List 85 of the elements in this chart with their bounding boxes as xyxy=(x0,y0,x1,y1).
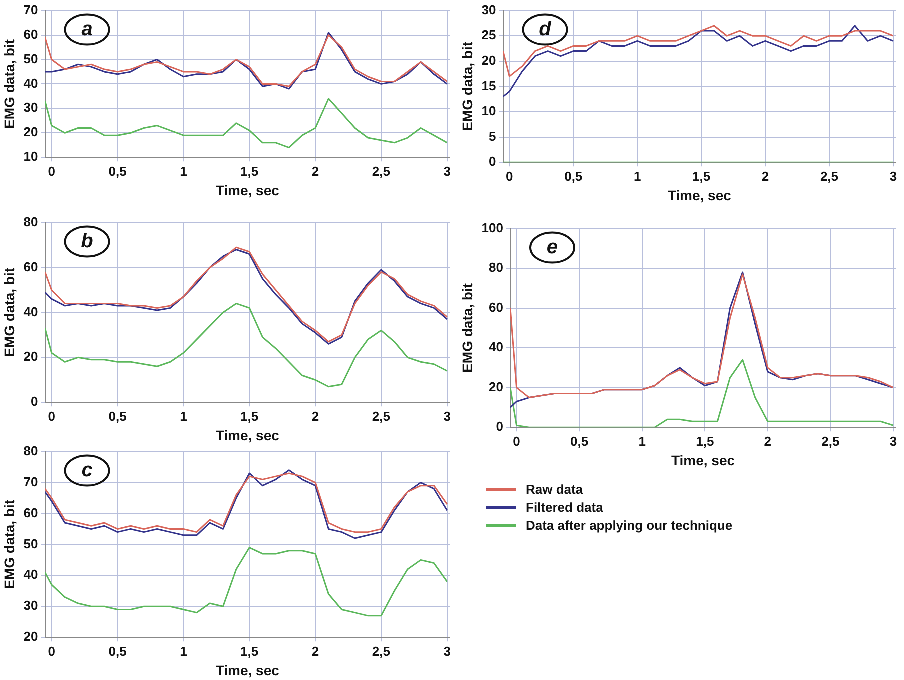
y-axis-title: EMG data, bit xyxy=(459,42,476,132)
x-tick-label: 2 xyxy=(312,644,320,659)
y-tick-label: 40 xyxy=(24,567,38,582)
x-tick-label: 3 xyxy=(890,168,898,184)
x-tick-label: 2 xyxy=(764,434,772,449)
x-tick-label: 0,5 xyxy=(570,434,589,449)
x-tick-label: 2 xyxy=(312,408,320,424)
x-tick-label: 2 xyxy=(762,168,770,184)
x-tick-label: 1 xyxy=(180,164,188,179)
x-axis-title: Time, sec xyxy=(216,182,280,198)
x-tick-label: 0 xyxy=(513,434,520,449)
x-tick-label: 2,5 xyxy=(372,164,390,179)
x-tick-label: 0,5 xyxy=(108,408,127,424)
y-tick-label: 30 xyxy=(24,598,38,614)
y-tick-label: 0 xyxy=(31,394,38,410)
y-tick-label: 20 xyxy=(24,349,38,364)
x-tick-label: 3 xyxy=(444,408,451,424)
x-tick-label: 2,5 xyxy=(820,168,839,184)
y-axis-title: EMG data, bit xyxy=(1,39,18,129)
x-tick-label: 2,5 xyxy=(372,644,390,659)
x-tick-label: 0,5 xyxy=(108,644,127,659)
x-tick-label: 3 xyxy=(444,164,451,179)
y-tick-label: 0 xyxy=(496,419,504,434)
y-tick-label: 60 xyxy=(24,505,38,520)
y-tick-label: 40 xyxy=(24,304,38,320)
y-tick-label: 40 xyxy=(489,340,504,355)
annotation: a xyxy=(82,18,93,40)
x-tick-label: 1 xyxy=(180,644,188,659)
x-axis-title: Time, sec xyxy=(216,662,280,678)
x-tick-label: 1 xyxy=(634,168,642,184)
y-tick-label: 40 xyxy=(24,76,38,91)
x-axis-title: Time, sec xyxy=(671,452,736,468)
x-tick-label: 2 xyxy=(312,164,320,179)
x-tick-label: 0 xyxy=(48,408,56,424)
legend-label: Data after applying our technique xyxy=(526,518,733,532)
y-tick-label: 30 xyxy=(24,100,38,116)
y-tick-label: 80 xyxy=(24,443,38,458)
x-tick-label: 2,5 xyxy=(372,408,390,424)
y-tick-label: 80 xyxy=(24,214,38,230)
y-tick-label: 60 xyxy=(24,26,38,42)
x-tick-label: 0,5 xyxy=(108,164,127,179)
y-tick-label: 20 xyxy=(24,124,38,140)
annotation: c xyxy=(82,459,93,482)
x-tick-label: 1,5 xyxy=(240,164,259,179)
x-tick-label: 3 xyxy=(890,434,898,449)
y-tick-label: 5 xyxy=(489,128,496,144)
x-tick-label: 3 xyxy=(444,644,451,659)
y-tick-label: 20 xyxy=(489,379,504,394)
annotation: d xyxy=(539,18,552,40)
annotation: e xyxy=(546,236,558,258)
x-tick-label: 1,5 xyxy=(240,644,259,659)
x-tick-label: 0 xyxy=(48,644,56,659)
x-tick-label: 0 xyxy=(48,164,56,179)
y-tick-label: 60 xyxy=(24,259,38,274)
y-tick-label: 30 xyxy=(482,2,496,18)
y-tick-label: 100 xyxy=(482,220,504,236)
y-tick-label: 10 xyxy=(482,104,496,119)
y-axis-title: EMG data, bit xyxy=(1,268,18,358)
legend-label: Filtered data xyxy=(526,500,604,514)
y-axis-title: EMG data, bit xyxy=(1,500,18,590)
x-tick-label: 1,5 xyxy=(692,168,711,184)
legend-label: Raw data xyxy=(526,482,584,496)
x-tick-label: 2,5 xyxy=(822,434,840,449)
x-tick-label: 1 xyxy=(638,434,646,449)
x-tick-label: 1,5 xyxy=(696,434,714,449)
y-tick-label: 25 xyxy=(482,28,496,43)
y-tick-label: 80 xyxy=(489,260,504,276)
x-tick-label: 1,5 xyxy=(240,408,259,424)
x-axis-title: Time, sec xyxy=(216,427,280,444)
y-tick-label: 50 xyxy=(24,51,38,66)
annotation: b xyxy=(81,230,94,252)
y-tick-label: 60 xyxy=(489,300,504,315)
y-tick-label: 10 xyxy=(24,149,38,164)
x-tick-label: 0 xyxy=(506,168,514,184)
x-tick-label: 1 xyxy=(180,408,188,424)
y-axis-title: EMG data, bit xyxy=(459,283,476,373)
y-tick-label: 20 xyxy=(482,52,496,68)
x-axis-title: Time, sec xyxy=(668,187,732,204)
y-tick-label: 70 xyxy=(24,474,38,490)
y-tick-label: 70 xyxy=(24,2,38,18)
y-tick-label: 15 xyxy=(482,78,496,94)
x-tick-label: 0,5 xyxy=(564,168,583,184)
y-tick-label: 20 xyxy=(24,629,38,644)
y-tick-label: 0 xyxy=(489,154,496,170)
y-tick-label: 50 xyxy=(24,536,38,552)
